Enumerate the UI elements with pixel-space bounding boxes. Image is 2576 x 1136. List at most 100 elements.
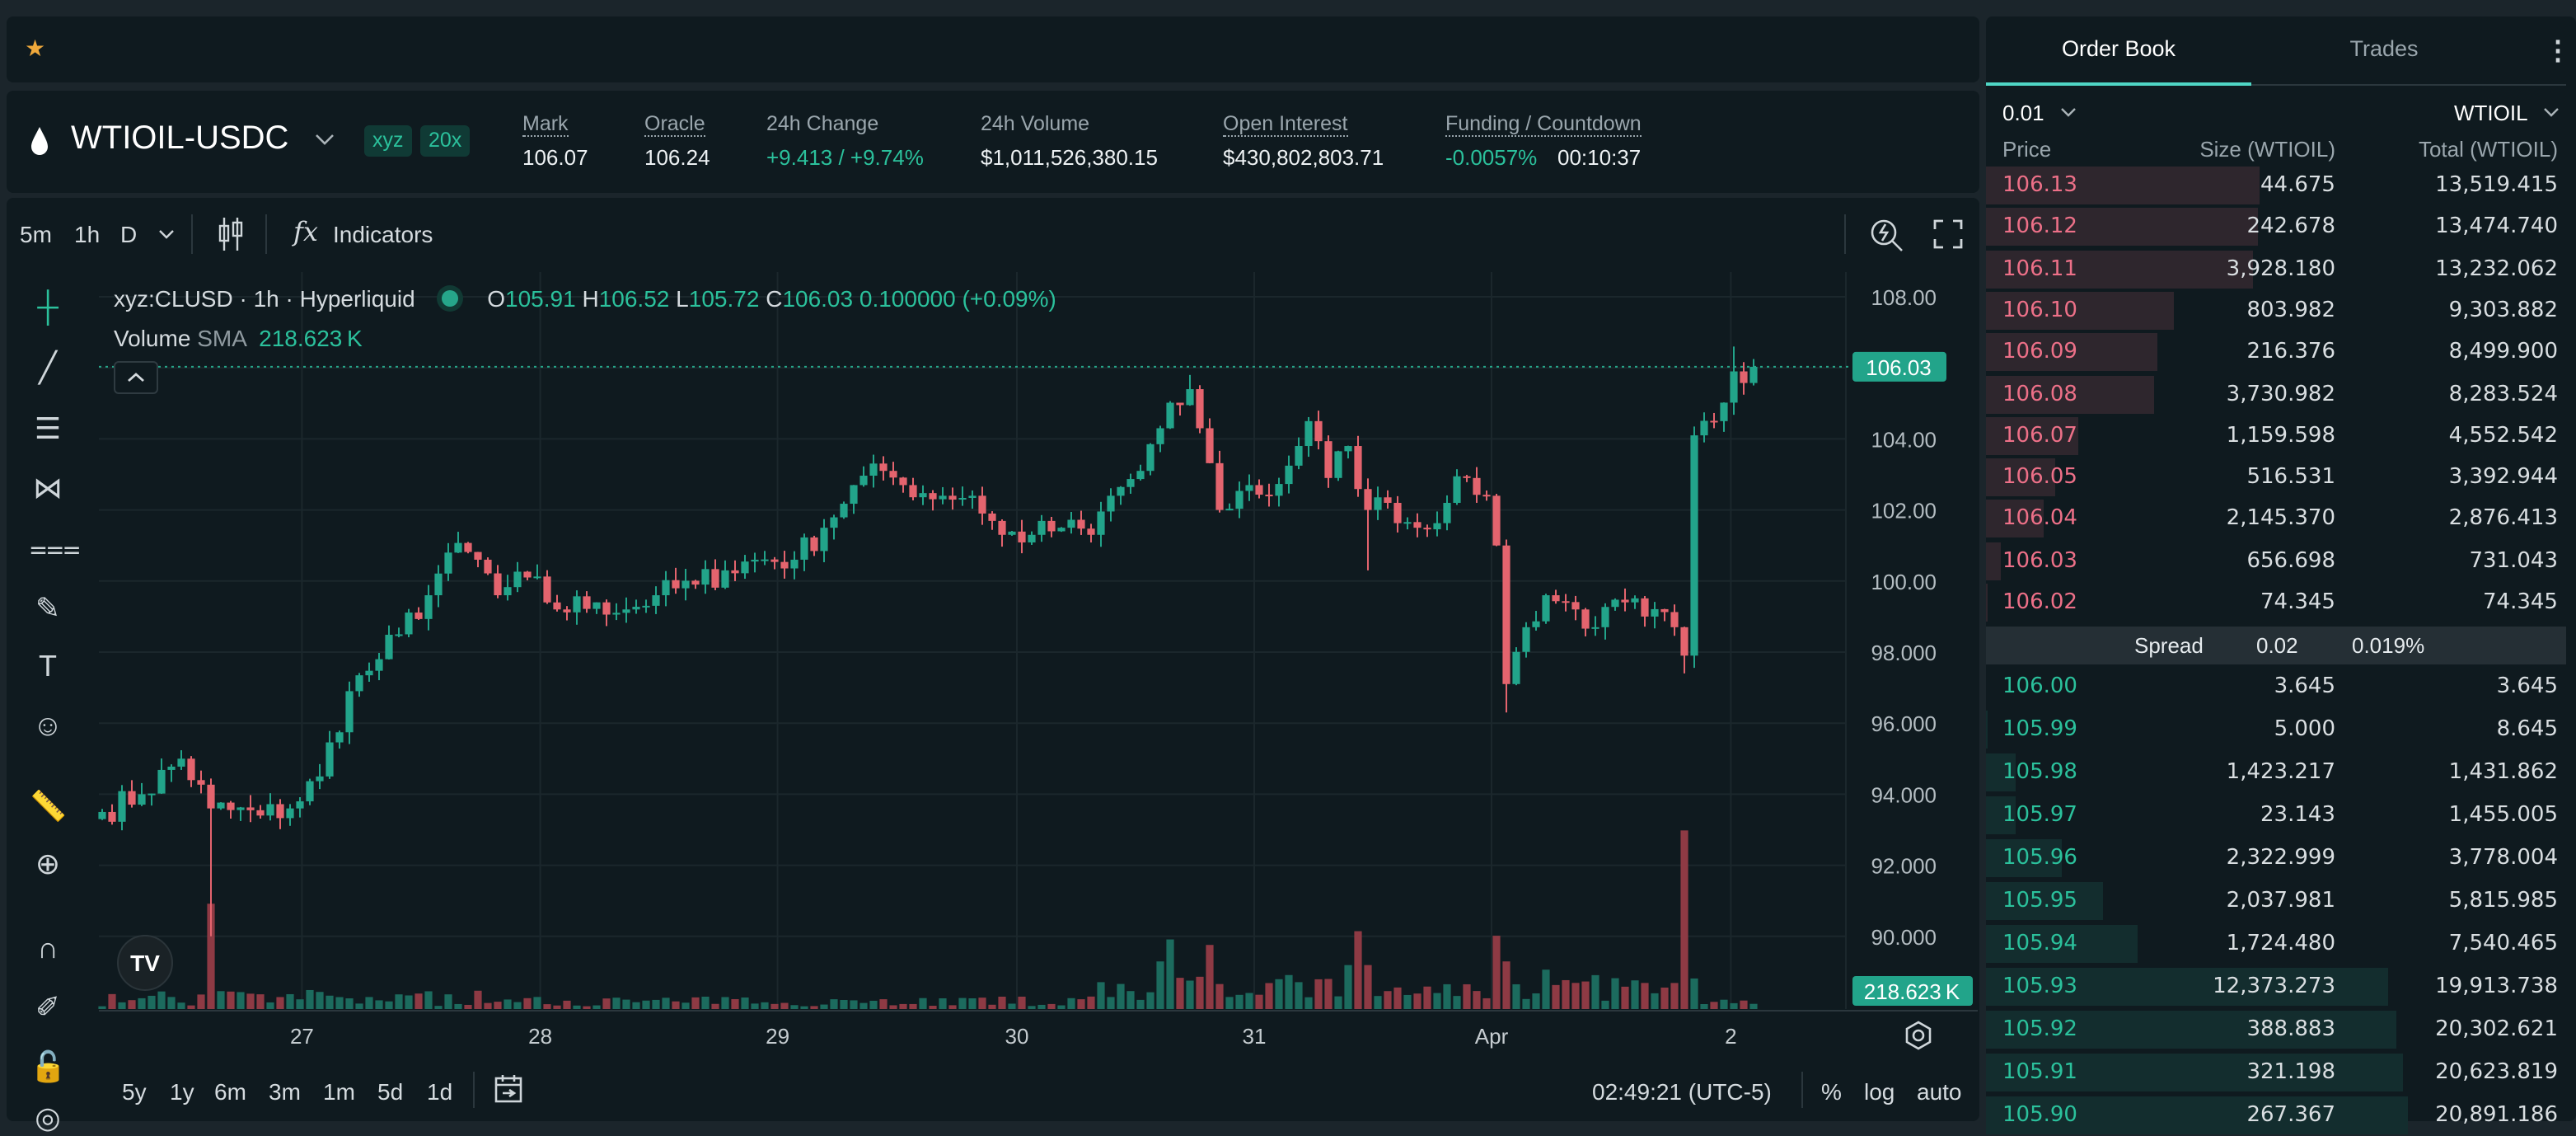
total-cell: 74.345 xyxy=(2483,590,2558,615)
volume-bar xyxy=(1591,975,1599,1009)
log-scale-toggle[interactable]: log xyxy=(1864,1078,1895,1105)
volume-bar xyxy=(1037,1005,1045,1009)
range-6m[interactable]: 6m xyxy=(214,1078,246,1105)
chevron-down-icon[interactable] xyxy=(2541,106,2561,119)
date-range-icon[interactable] xyxy=(493,1073,526,1106)
percent-scale-toggle[interactable]: % xyxy=(1821,1078,1842,1105)
trend-line-icon[interactable]: ╱ xyxy=(30,353,66,383)
volume-bar xyxy=(1008,1003,1015,1009)
price-cell: 106.10 xyxy=(2002,298,2077,323)
brush-icon[interactable]: ✎ xyxy=(30,594,66,623)
volume-bar xyxy=(1720,1000,1727,1009)
candle-body xyxy=(246,807,254,810)
unit-select[interactable]: WTIOIL xyxy=(2454,101,2528,125)
size-cell: 44.675 xyxy=(2260,173,2335,198)
candle-body xyxy=(365,671,372,675)
horizontal-lines-icon[interactable]: ☰ xyxy=(30,414,66,444)
emoji-icon[interactable]: ☺ xyxy=(30,711,66,740)
candle-body xyxy=(464,543,471,552)
candle-body xyxy=(1502,546,1510,684)
range-5y[interactable]: 5y xyxy=(122,1078,147,1105)
candle-body xyxy=(355,675,363,691)
crosshair-icon[interactable]: ┼ xyxy=(30,292,66,322)
range-3m[interactable]: 3m xyxy=(269,1078,301,1105)
eye-icon[interactable]: ◎ xyxy=(30,1103,66,1133)
tab-order-book[interactable]: Order Book xyxy=(1986,36,2251,61)
auto-scale-toggle[interactable]: auto xyxy=(1917,1078,1962,1105)
magnet-icon[interactable]: ∩ xyxy=(30,933,66,963)
candle-body xyxy=(662,580,669,595)
range-1d[interactable]: 1d xyxy=(427,1078,452,1105)
lock-drawing-icon[interactable]: ✐ xyxy=(30,993,66,1022)
volume-bar xyxy=(217,991,224,1009)
pattern-icon[interactable]: ⋈ xyxy=(30,473,66,503)
volume-bar xyxy=(1631,980,1638,1009)
ruler-icon[interactable]: 📏 xyxy=(30,791,66,821)
candle-body xyxy=(899,477,906,485)
price-column-header: Price xyxy=(2002,137,2051,162)
range-1m[interactable]: 1m xyxy=(323,1078,355,1105)
candle-body xyxy=(316,777,323,782)
more-options-icon[interactable]: ⋮ xyxy=(2545,35,2571,68)
tab-trades[interactable]: Trades xyxy=(2251,36,2517,61)
range-5d[interactable]: 5d xyxy=(377,1078,403,1105)
range-1y[interactable]: 1y xyxy=(170,1078,194,1105)
candle-body xyxy=(1393,503,1401,523)
candle-body xyxy=(761,560,768,561)
volume-bar xyxy=(988,1005,995,1009)
zoom-in-icon[interactable]: ⊕ xyxy=(30,849,66,879)
total-cell: 5,815.985 xyxy=(2449,889,2558,913)
tick-size-select[interactable]: 0.01 xyxy=(2002,101,2044,125)
volume-bar xyxy=(583,1007,590,1009)
tradingview-logo[interactable]: TV xyxy=(117,935,173,991)
volume-bar xyxy=(128,1000,135,1009)
volume-bar xyxy=(395,994,402,1009)
candle-body xyxy=(533,576,541,578)
total-cell: 3,392.944 xyxy=(2449,465,2558,490)
candle-body xyxy=(1285,466,1292,484)
collapse-legend-button[interactable] xyxy=(114,361,158,394)
candle-body xyxy=(513,571,521,587)
measure-lines-icon[interactable]: ⩶ xyxy=(30,533,66,562)
sma-label: SMA xyxy=(197,325,246,351)
size-cell: 5.000 xyxy=(2274,717,2335,742)
lock-icon[interactable]: 🔓 xyxy=(30,1052,66,1082)
text-tool-icon[interactable]: T xyxy=(30,651,66,681)
volume-bar xyxy=(1255,995,1262,1009)
chevron-down-icon[interactable] xyxy=(2058,106,2078,119)
candle-body xyxy=(563,609,570,613)
volume-bar xyxy=(1176,978,1183,1009)
candle-body xyxy=(1641,599,1648,617)
candle-body xyxy=(1384,497,1391,503)
candle-body xyxy=(968,495,976,498)
volume-bar xyxy=(1552,985,1559,1009)
chart-settings-icon[interactable] xyxy=(1904,1021,1933,1050)
candle-body xyxy=(1621,599,1628,602)
y-tick-label: 98.000 xyxy=(1871,641,1937,665)
chart-clock[interactable]: 02:49:21 (UTC-5) xyxy=(1592,1078,1772,1105)
size-cell: 74.345 xyxy=(2260,590,2335,615)
volume-bar xyxy=(1660,988,1668,1009)
